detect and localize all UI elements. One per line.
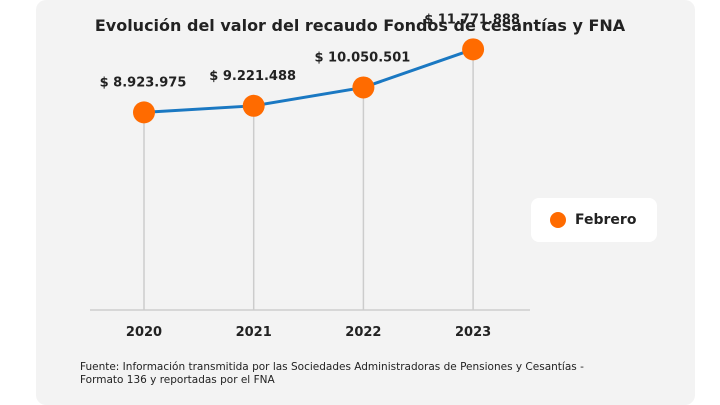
data-point-2021 (242, 94, 265, 117)
data-point-2020 (133, 101, 155, 124)
x-tick-label-2023: 2023 (455, 325, 491, 340)
data-point-2023 (462, 38, 485, 61)
x-tick-label-2022: 2022 (345, 325, 381, 340)
data-label-2023: $ 11.771.888 (424, 12, 520, 27)
legend-label: Febrero (575, 212, 637, 228)
data-label-2020: $ 8.923.975 (100, 75, 187, 90)
x-tick-label-2021: 2021 (236, 325, 272, 340)
data-point-2022 (352, 76, 375, 99)
series-line-febrero (143, 47, 474, 114)
legend: Febrero (531, 198, 657, 242)
chart-title: Evolución del valor del recaudo Fondos d… (94, 16, 626, 35)
legend-marker (550, 212, 566, 228)
data-label-2022: $ 10.050.501 (314, 50, 410, 65)
source-footnote: Fuente: Información transmitida por las … (80, 361, 584, 386)
x-tick-label-2020: 2020 (126, 325, 162, 340)
data-label-2021: $ 9.221.488 (209, 69, 296, 84)
